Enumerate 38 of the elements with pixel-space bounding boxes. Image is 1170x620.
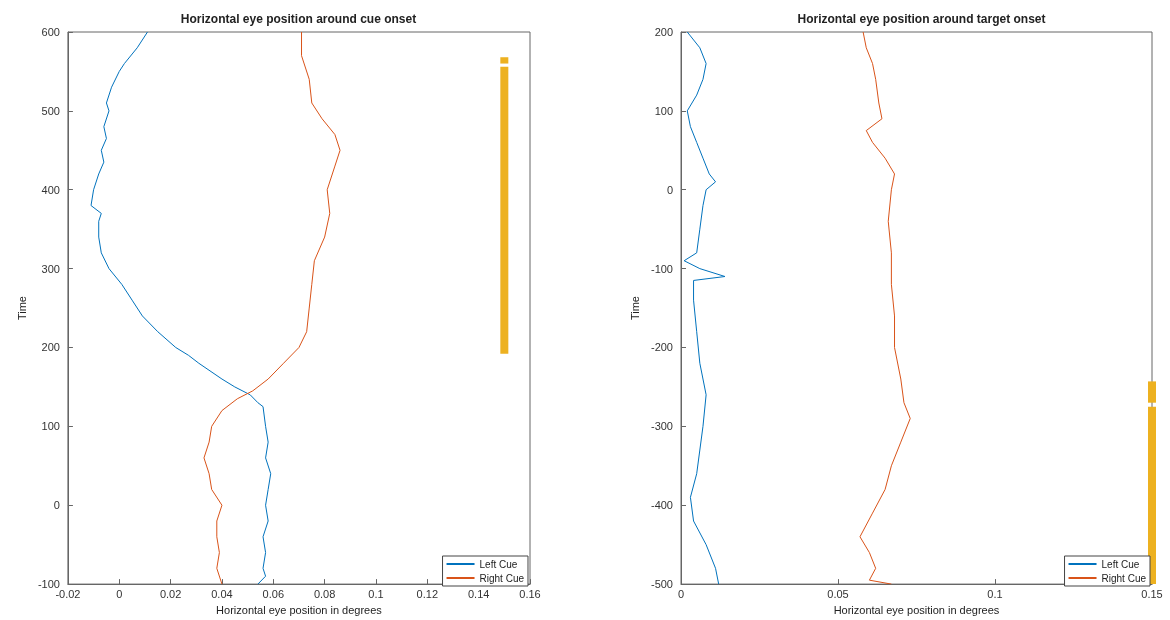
x-tick-label: 0.04 bbox=[211, 587, 233, 600]
legend-label: Right Cue bbox=[1101, 572, 1147, 584]
y-tick-label: 200 bbox=[41, 341, 60, 354]
y-tick-label: 500 bbox=[41, 104, 60, 117]
y-tick-label: 0 bbox=[53, 499, 60, 512]
y-tick-label: 200 bbox=[654, 26, 673, 38]
x-tick-label: 0.02 bbox=[159, 587, 182, 600]
chart-title: Horizontal eye position around target onset bbox=[797, 12, 1046, 26]
legend-label: Left Cue bbox=[1101, 558, 1140, 570]
x-tick-label: 0 bbox=[677, 587, 685, 600]
x-tick-label: 0.16 bbox=[519, 587, 541, 600]
legend-label: Right Cue bbox=[479, 572, 525, 584]
y-tick-label: 400 bbox=[41, 183, 60, 196]
x-tick-label: 0.08 bbox=[313, 587, 336, 600]
x-tick-label: 0.1 bbox=[987, 587, 1003, 600]
x-tick-label: 0.15 bbox=[1141, 587, 1163, 600]
x-tick-label: 0.12 bbox=[416, 587, 439, 600]
y-axis-title: Time bbox=[15, 296, 28, 321]
y-tick-label: -300 bbox=[650, 420, 673, 433]
x-axis-title: Horizontal eye position in degrees bbox=[833, 603, 1000, 616]
x-tick-label: 0.05 bbox=[827, 587, 849, 600]
legend-label: Left Cue bbox=[479, 558, 518, 570]
chart-title: Horizontal eye position around cue onset bbox=[180, 12, 417, 26]
y-tick-label: -100 bbox=[650, 262, 673, 275]
x-tick-label: 0 bbox=[116, 587, 123, 600]
x-axis-title: Horizontal eye position in degrees bbox=[216, 603, 383, 616]
y-tick-label: -500 bbox=[650, 578, 673, 591]
y-tick-label: 100 bbox=[654, 104, 673, 117]
y-tick-label: 100 bbox=[41, 420, 60, 433]
y-tick-label: -400 bbox=[650, 499, 673, 512]
x-tick-label: 0.06 bbox=[262, 587, 284, 600]
y-axis-title: Time bbox=[628, 296, 641, 321]
y-tick-label: 300 bbox=[41, 262, 60, 275]
y-tick-label: 0 bbox=[666, 183, 673, 196]
y-tick-label: 600 bbox=[41, 26, 60, 38]
x-tick-label: 0.1 bbox=[368, 587, 384, 600]
x-tick-label: 0.14 bbox=[467, 587, 490, 600]
y-tick-label: -200 bbox=[650, 341, 673, 354]
